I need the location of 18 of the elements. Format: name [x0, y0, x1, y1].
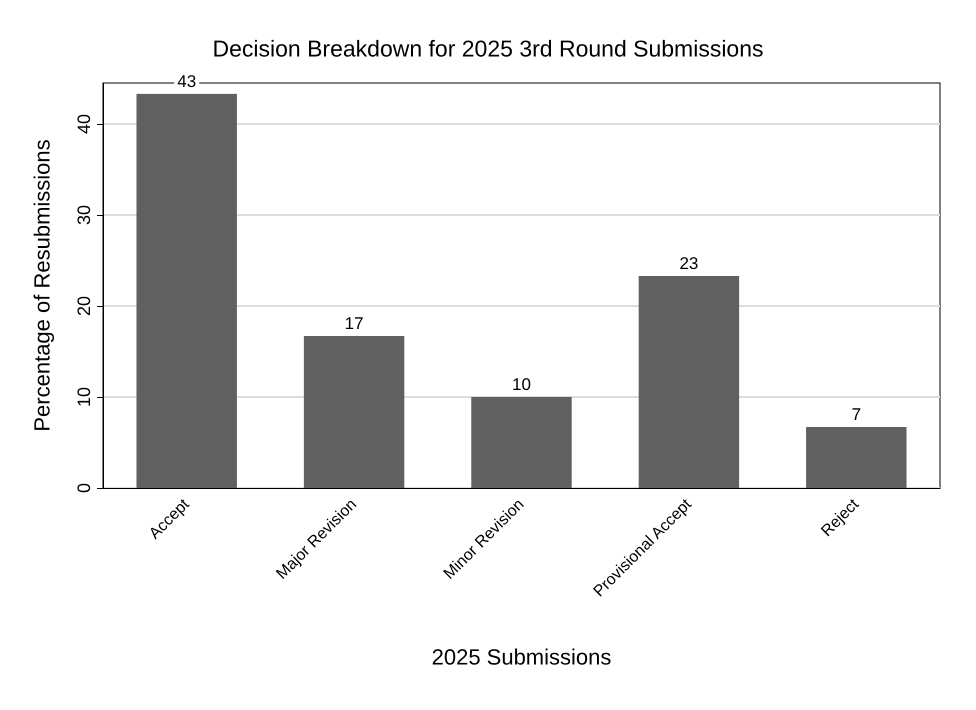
- x-axis-title: 2025 Submissions: [432, 644, 612, 670]
- data-label: 10: [512, 374, 531, 394]
- bar: [136, 94, 237, 488]
- chart-title: Decision Breakdown for 2025 3rd Round Submissions: [212, 36, 764, 62]
- bar: [304, 336, 404, 488]
- y-axis-title: Percentage of Resubmissions: [30, 139, 54, 432]
- y-tick-label: 10: [74, 386, 94, 408]
- bar: [806, 427, 907, 488]
- data-label: 17: [344, 314, 364, 334]
- data-label: 23: [679, 254, 698, 273]
- y-tick-label: 30: [74, 204, 94, 225]
- y-tick-label: 20: [74, 296, 94, 316]
- y-tick-label: 40: [74, 114, 94, 134]
- data-label: 7: [852, 405, 862, 424]
- bar: [638, 276, 740, 488]
- bar: [471, 396, 572, 488]
- data-label: 43: [177, 72, 196, 91]
- y-tick-label: 0: [74, 482, 94, 494]
